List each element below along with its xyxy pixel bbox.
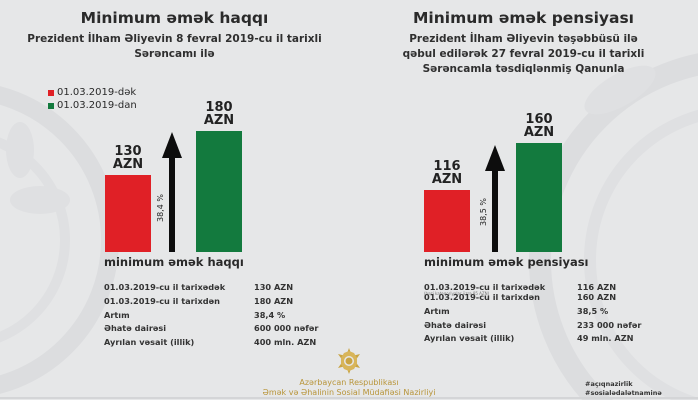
stats-key: 01.03.2019-cu il tarixdən bbox=[424, 292, 540, 302]
bar-value-before: 116 AZN bbox=[417, 160, 477, 186]
stats-key: Əhatə dairəsi bbox=[424, 319, 487, 330]
arrow-up-icon bbox=[162, 132, 182, 158]
stats-table: 01.03.2019-cu il tarixədək (bəzi kateqor… bbox=[424, 282, 664, 347]
stats-value: 400 mln. AZN bbox=[254, 337, 317, 348]
bar-before bbox=[424, 190, 470, 252]
minimum-wage-title: Minimum əmək haqqı bbox=[80, 9, 269, 27]
stats-key: 01.03.2019-cu il tarixədək bbox=[424, 282, 546, 292]
chart-caption: minimum əmək haqqı bbox=[104, 255, 244, 269]
stats-row: 01.03.2019-cu il tarixədək (bəzi kateqor… bbox=[424, 282, 664, 296]
stats-key: Artım bbox=[424, 305, 450, 316]
stats-row: 01.03.2019-cu il tarixdən 160 AZN bbox=[424, 292, 664, 306]
stats-key: 01.03.2019-cu il tarixdən bbox=[104, 295, 220, 306]
stats-value: 180 AZN bbox=[254, 295, 294, 306]
bar-value-unit: AZN bbox=[431, 172, 463, 187]
legend-item-before: 01.03.2019-dək bbox=[48, 86, 137, 99]
stats-row: 01.03.2019-cu il tarixdən 180 AZN bbox=[104, 296, 334, 310]
hashtag: #sosialədalətnaminə bbox=[585, 389, 662, 397]
hashtag: #açıqnazirlik bbox=[585, 380, 633, 388]
minimum-wage-panel: Minimum əmək haqqı Prezident İlham Əliye… bbox=[0, 0, 349, 347]
gold-star-emblem-icon bbox=[338, 348, 360, 374]
minimum-pension-subtitle-2: qəbul edilərək 27 fevral 2019-cu il tari… bbox=[402, 48, 645, 60]
bar-before bbox=[105, 175, 151, 252]
increase-percent: 38,5 % bbox=[479, 198, 488, 226]
footer-line-1: Azərbaycan Respublikası bbox=[299, 378, 399, 387]
stats-value: 116 AZN bbox=[577, 282, 617, 292]
stats-value: 49 mln. AZN bbox=[577, 333, 634, 344]
bar-value-number: 160 bbox=[525, 112, 553, 127]
stats-note: (bəzi kateqoriyalar üzrə 85 AZN) bbox=[424, 291, 490, 296]
bar-after bbox=[196, 131, 242, 252]
green-swatch-icon bbox=[48, 102, 54, 109]
stats-key: 01.03.2019-cu il tarixədək bbox=[104, 282, 226, 292]
footer-line-2: Əmək və Əhalinin Sosial Müdafiəsi Nazirl… bbox=[262, 388, 436, 397]
stats-table: 01.03.2019-cu il tarixədək 130 AZN 01.03… bbox=[104, 282, 334, 351]
stats-value: 38,5 % bbox=[577, 305, 609, 316]
stats-key: Ayrılan vəsait (illik) bbox=[104, 337, 195, 348]
minimum-pension-panel: Minimum əmək pensiyası Prezident İlham Ə… bbox=[349, 0, 698, 343]
legend-label-after: 01.03.2019-dan bbox=[57, 100, 137, 111]
stats-key: Əhatə dairəsi bbox=[104, 323, 167, 334]
arrow-shaft bbox=[492, 169, 498, 252]
ministry-footer: Azərbaycan Respublikası Əmək və Əhalinin… bbox=[0, 350, 698, 398]
stats-value: 160 AZN bbox=[577, 292, 617, 302]
minimum-pension-subtitle-1: Prezident İlham Əliyevin təşəbbüsü ilə bbox=[409, 33, 638, 45]
chart-legend: 01.03.2019-dək 01.03.2019-dan bbox=[48, 86, 137, 112]
bar-value-unit: AZN bbox=[523, 125, 555, 140]
stats-row: Əhatə dairəsi 233 000 nəfər bbox=[424, 320, 664, 334]
stats-row: Artım 38,4 % bbox=[104, 310, 334, 324]
minimum-wage-subtitle-1: Prezident İlham Əliyevin 8 fevral 2019-c… bbox=[27, 33, 322, 45]
hashtags: #açıqnazirlik #sosialədalətnaminə bbox=[585, 380, 662, 398]
bar-value-number: 116 bbox=[433, 159, 461, 174]
bar-after bbox=[516, 143, 562, 252]
bar-value-after: 160 AZN bbox=[509, 113, 569, 139]
stats-value: 233 000 nəfər bbox=[577, 319, 642, 330]
arrow-shaft bbox=[169, 156, 175, 252]
stats-row: Ayrılan vəsait (illik) 49 mln. AZN bbox=[424, 333, 664, 347]
bar-value-number: 130 bbox=[114, 144, 142, 159]
stats-value: 38,4 % bbox=[254, 309, 286, 320]
chart-caption: minimum əmək pensiyası bbox=[424, 255, 589, 269]
minimum-pension-subtitle-3: Sərəncamla təsdiqlənmiş Qanunla bbox=[422, 63, 625, 75]
bar-value-unit: AZN bbox=[112, 157, 144, 172]
arrow-up-icon bbox=[485, 145, 505, 171]
bar-value-after: 180 AZN bbox=[189, 101, 249, 127]
stats-value: 130 AZN bbox=[254, 282, 294, 292]
red-swatch-icon bbox=[48, 89, 54, 96]
stats-row: 01.03.2019-cu il tarixədək 130 AZN bbox=[104, 282, 334, 296]
legend-item-after: 01.03.2019-dan bbox=[48, 99, 137, 112]
stats-row: Ayrılan vəsait (illik) 400 mln. AZN bbox=[104, 337, 334, 351]
stats-key: Artım bbox=[104, 309, 130, 320]
bar-value-before: 130 AZN bbox=[98, 145, 158, 171]
stats-key: Ayrılan vəsait (illik) bbox=[424, 333, 515, 344]
minimum-wage-subtitle-2: Sərəncamı ilə bbox=[134, 48, 215, 60]
minimum-pension-title: Minimum əmək pensiyası bbox=[413, 9, 634, 27]
stats-value: 600 000 nəfər bbox=[254, 323, 319, 334]
legend-label-before: 01.03.2019-dək bbox=[57, 87, 137, 98]
bar-value-number: 180 bbox=[205, 100, 233, 115]
increase-percent: 38,4 % bbox=[156, 194, 165, 222]
stats-row: Əhatə dairəsi 600 000 nəfər bbox=[104, 323, 334, 337]
stats-row: Artım 38,5 % bbox=[424, 306, 664, 320]
bar-value-unit: AZN bbox=[203, 113, 235, 128]
